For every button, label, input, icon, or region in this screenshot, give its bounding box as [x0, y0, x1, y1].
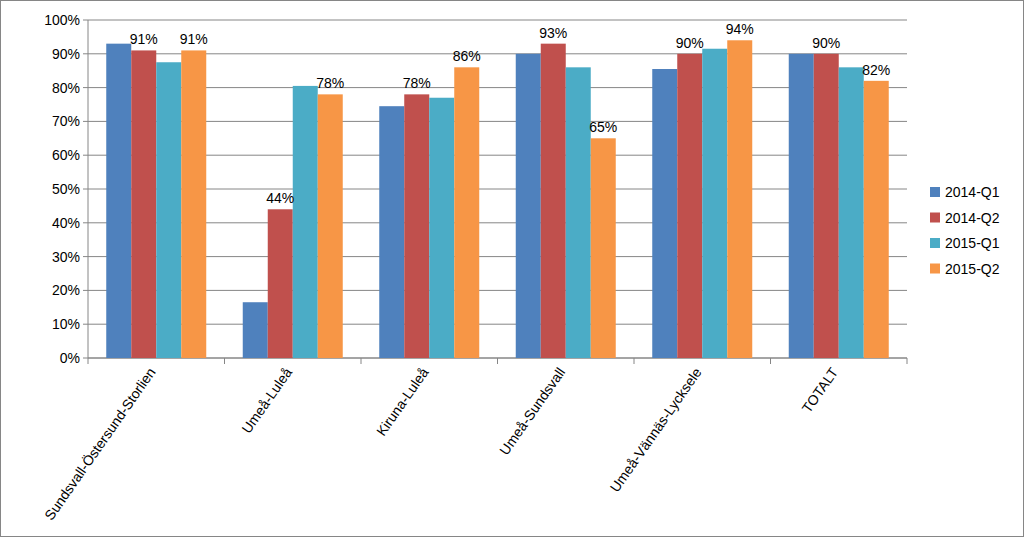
x-tick-label: Umeå-Luleå: [238, 364, 295, 436]
x-tick-label: Kiruna-Luleå: [373, 364, 432, 438]
bar: [702, 49, 727, 358]
y-tick: [83, 358, 88, 359]
bar: [541, 44, 566, 358]
grid-line: [88, 256, 907, 257]
y-tick-label: 40%: [52, 215, 80, 231]
y-tick-label: 30%: [52, 249, 80, 265]
x-tick: [497, 358, 498, 364]
bar: [864, 81, 889, 358]
x-tick-label: Sundsvall-Östersund-Storlien: [40, 364, 158, 523]
data-label: 90%: [676, 35, 704, 51]
bar: [566, 67, 591, 358]
legend-swatch: [930, 238, 940, 248]
x-tick: [361, 358, 362, 364]
data-label: 93%: [539, 25, 567, 41]
data-label: 91%: [180, 31, 208, 47]
legend-label: 2014-Q2: [945, 210, 1000, 226]
grid-line: [88, 155, 907, 156]
grid-line: [88, 290, 907, 291]
bars: [106, 40, 889, 358]
bar: [454, 67, 479, 358]
y-tick-label: 80%: [52, 80, 80, 96]
legend-label: 2014-Q1: [945, 184, 1000, 200]
x-tick: [224, 358, 225, 364]
y-tick: [83, 189, 88, 190]
y-tick: [83, 324, 88, 325]
data-label: 65%: [589, 119, 617, 135]
bar: [379, 106, 404, 358]
bar: [839, 67, 864, 358]
bar: [429, 98, 454, 358]
bar: [181, 50, 206, 358]
bar: [131, 50, 156, 358]
bar: [404, 94, 429, 358]
bar: [727, 40, 752, 358]
chart-border: [1, 1, 1024, 537]
data-label: 78%: [403, 75, 431, 91]
x-tick: [770, 358, 771, 364]
y-tick-label: 0%: [60, 350, 80, 366]
data-label: 44%: [266, 190, 294, 206]
y-tick-label: 100%: [44, 12, 80, 28]
y-tick: [83, 290, 88, 291]
data-label: 91%: [130, 31, 158, 47]
x-tick: [88, 358, 89, 364]
data-label: 86%: [453, 48, 481, 64]
bar: [293, 86, 318, 358]
bar: [516, 54, 541, 358]
data-label: 90%: [812, 35, 840, 51]
y-axis: [88, 20, 89, 358]
y-tick: [83, 87, 88, 88]
data-label: 94%: [726, 21, 754, 37]
bar: [318, 94, 343, 358]
data-labels: 91% 44% 78% 93% 90% 90% 91% 78% 86% 65% 94% 82%: [130, 21, 891, 206]
grid-line: [88, 324, 907, 325]
bar: [106, 44, 131, 358]
x-tick: [634, 358, 635, 364]
grid-line: [88, 121, 907, 122]
bar: [652, 69, 677, 358]
legend-label: 2015-Q2: [945, 261, 1000, 277]
bar: [789, 54, 814, 358]
bar: [268, 209, 293, 358]
x-tick: [907, 358, 908, 364]
chart: 0% 10% 20% 30% 40% 50% 60% 70% 80% 90% 100% 91% 44% 7…: [0, 0, 1024, 537]
x-tick-label: Umeå-Sundsvall: [496, 365, 568, 458]
y-tick-label: 20%: [52, 282, 80, 298]
y-tick: [83, 222, 88, 223]
legend-label: 2015-Q1: [945, 235, 1000, 251]
y-tick: [83, 20, 88, 21]
grid-line: [88, 222, 907, 223]
y-tick: [83, 53, 88, 54]
x-tick-label: Umeå-Vännäs-Lycksele: [607, 364, 705, 495]
legend-swatch: [930, 264, 940, 274]
legend-swatch: [930, 213, 940, 223]
bar: [591, 138, 616, 358]
y-tick: [83, 121, 88, 122]
y-tick: [83, 155, 88, 156]
y-tick-label: 50%: [52, 181, 80, 197]
data-label: 82%: [862, 62, 890, 78]
x-tick-label: TOTALT: [799, 364, 842, 416]
y-tick: [83, 256, 88, 257]
bar: [156, 62, 181, 358]
y-tick-label: 90%: [52, 46, 80, 62]
bar: [677, 54, 702, 358]
data-label: 78%: [316, 75, 344, 91]
grid-line: [88, 87, 907, 88]
legend-swatch: [930, 187, 940, 197]
legend: 2014-Q1 2014-Q2 2015-Q1 2015-Q2: [930, 184, 1000, 277]
y-tick-label: 60%: [52, 147, 80, 163]
grid-line: [88, 20, 907, 21]
y-tick-label: 70%: [52, 113, 80, 129]
y-tick-label: 10%: [52, 316, 80, 332]
grid-line: [88, 189, 907, 190]
bar: [243, 302, 268, 358]
bar: [814, 54, 839, 358]
grid-line: [88, 53, 907, 54]
